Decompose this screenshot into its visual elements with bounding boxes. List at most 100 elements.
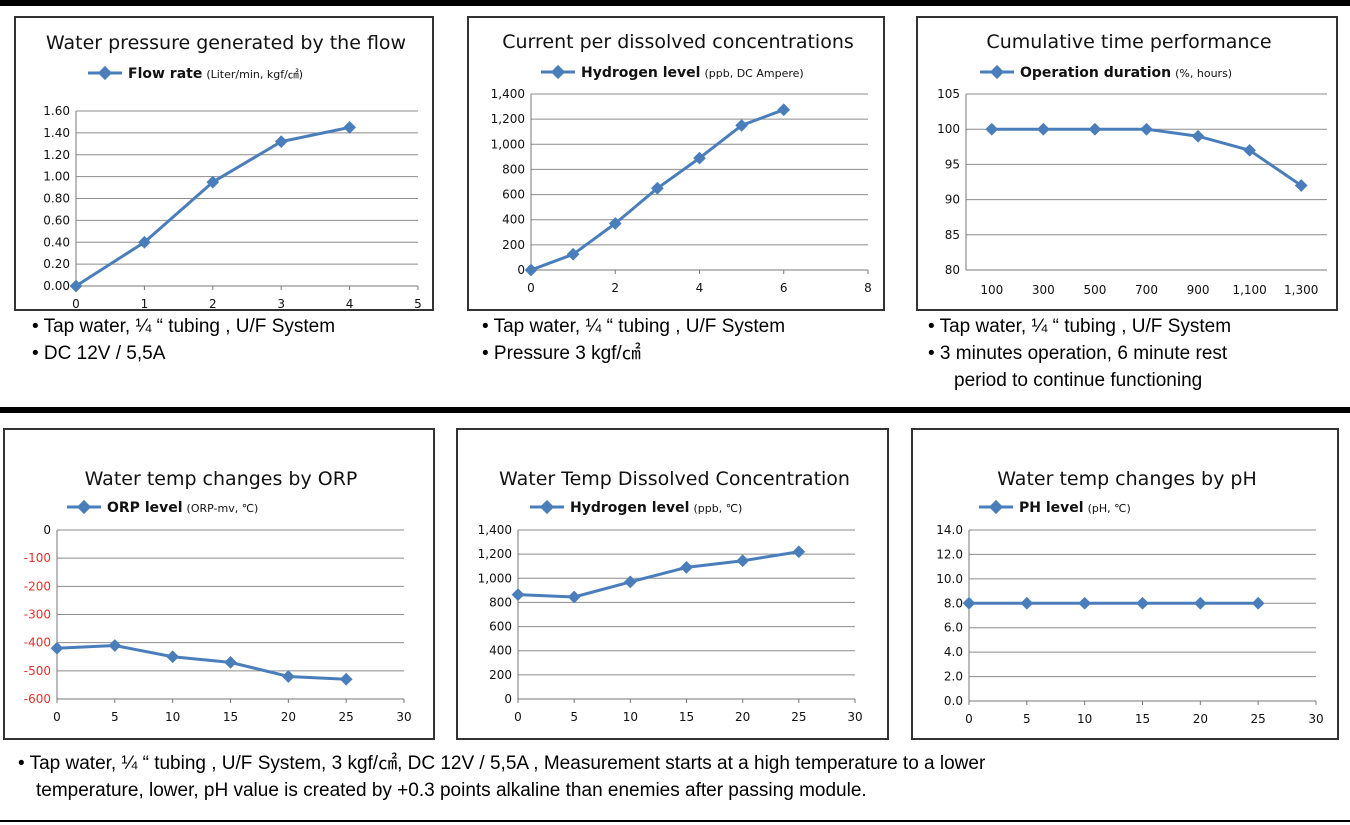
- x-tick-label: 8: [864, 281, 872, 295]
- y-tick-label: 90: [945, 193, 960, 207]
- y-tick-label: -300: [24, 608, 51, 622]
- y-tick-label: 400: [489, 644, 512, 658]
- x-tick-label: 10: [165, 710, 180, 724]
- data-point: [1140, 122, 1153, 136]
- y-tick-label: 600: [502, 188, 525, 202]
- y-tick-label: 1,000: [478, 571, 512, 585]
- y-tick-label: 80: [945, 263, 960, 277]
- legend-label: PH level: [1019, 500, 1084, 516]
- y-tick-label: -200: [24, 579, 51, 593]
- ph-chart: Water temp changes by pH PH level (pH, ℃) 0…: [936, 468, 1323, 726]
- note-line: • Pressure 3 kgf/㎠: [482, 343, 641, 364]
- orp-chart: Water temp changes by ORP ORP level (ORP-m…: [24, 468, 412, 724]
- data-point: [680, 561, 693, 574]
- y-tick-label: 400: [502, 213, 525, 227]
- note-line: • Tap water, ¼ “ tubing , U/F System, 3 …: [18, 753, 986, 774]
- middle-rule: [0, 407, 1350, 413]
- x-tick-label: 20: [281, 710, 296, 724]
- y-tick-label: 0.80: [43, 192, 70, 206]
- y-tick-label: 1,200: [491, 112, 525, 126]
- y-tick-label: -400: [24, 636, 51, 650]
- operation-duration-chart: Cumulative time performance Operation dur…: [937, 31, 1327, 297]
- x-tick-label: 4: [696, 281, 704, 295]
- legend-marker: [550, 64, 566, 80]
- series-line: [75, 125, 350, 288]
- legend-units: (Liter/min, kgf/㎠): [206, 68, 303, 81]
- x-tick-label: 20: [1193, 712, 1208, 726]
- y-tick-label: 6.0: [944, 621, 963, 635]
- chart-title: Cumulative time performance: [986, 31, 1271, 53]
- data-point: [1243, 143, 1257, 157]
- y-tick-label: 85: [945, 228, 960, 242]
- y-tick-label: 100: [937, 122, 960, 136]
- x-tick-label: 0: [53, 710, 61, 724]
- data-point: [166, 650, 180, 664]
- data-point: [224, 656, 237, 669]
- legend-marker: [989, 64, 1005, 80]
- legend-units: (%, hours): [1175, 67, 1232, 80]
- note-cumulative: • Tap water, ¼ “ tubing , U/F System • 3…: [928, 313, 1231, 394]
- legend-label: Hydrogen level: [570, 500, 689, 516]
- data-point: [339, 672, 353, 686]
- note-line: period to continue functioning: [954, 370, 1203, 391]
- data-point: [1294, 179, 1308, 192]
- x-tick-label: 25: [1251, 712, 1266, 726]
- y-tick-label: 800: [502, 162, 525, 176]
- x-tick-label: 15: [1135, 712, 1150, 726]
- note-line: • Tap water, ¼ “ tubing , U/F System: [32, 316, 336, 337]
- y-tick-label: 1,400: [478, 523, 512, 537]
- y-tick-label: 600: [489, 620, 512, 634]
- data-point: [736, 554, 750, 568]
- data-point: [50, 641, 64, 655]
- data-point: [962, 596, 976, 610]
- chart-panel-current: Current per dissolved concentrations Hydr…: [467, 16, 885, 311]
- data-point: [69, 279, 83, 293]
- legend-units: (pH, ℃): [1088, 502, 1131, 515]
- x-tick-label: 0: [72, 297, 80, 311]
- y-tick-label: 0.0: [944, 694, 963, 708]
- x-tick-label: 1: [141, 297, 149, 311]
- y-tick-label: 1,000: [491, 137, 525, 151]
- x-tick-label: 1,100: [1232, 283, 1266, 297]
- y-tick-label: 2.0: [944, 670, 963, 684]
- x-tick-label: 500: [1083, 283, 1106, 297]
- data-point: [1251, 596, 1265, 610]
- y-tick-label: 1.20: [43, 148, 70, 162]
- data-point: [1193, 596, 1207, 610]
- legend-marker: [76, 499, 92, 515]
- x-tick-label: 900: [1187, 283, 1210, 297]
- data-point: [792, 545, 806, 559]
- x-tick-label: 3: [277, 297, 285, 311]
- note-flow: • Tap water, ¼ “ tubing , U/F System • D…: [32, 313, 335, 367]
- y-tick-label: 1,200: [478, 547, 512, 561]
- y-tick-label: 10.0: [936, 572, 963, 586]
- legend-marker: [539, 499, 555, 515]
- y-tick-label: -600: [24, 692, 51, 706]
- data-point: [108, 639, 122, 652]
- data-point: [1088, 122, 1102, 136]
- x-tick-label: 5: [414, 297, 422, 311]
- y-tick-label: 0: [504, 692, 512, 706]
- flow-rate-chart: Water pressure generated by the flow Flow…: [43, 32, 422, 311]
- data-point: [1036, 122, 1050, 136]
- series-line: [517, 550, 800, 599]
- y-tick-label: 14.0: [936, 523, 963, 537]
- legend-label: Operation duration: [1020, 65, 1171, 81]
- x-tick-label: 0: [527, 281, 535, 295]
- hydrogen-current-chart: Current per dissolved concentrations Hydr…: [491, 31, 872, 295]
- y-tick-label: 0.20: [43, 257, 70, 271]
- legend-units: (ORP-mv, ℃): [187, 502, 259, 515]
- y-tick-label: 95: [945, 157, 960, 171]
- y-tick-label: 8.0: [944, 596, 963, 610]
- y-tick-label: 1.40: [43, 126, 70, 140]
- y-tick-label: 200: [502, 238, 525, 252]
- x-tick-label: 5: [111, 710, 119, 724]
- y-tick-label: 0: [517, 263, 525, 277]
- data-point: [281, 670, 295, 683]
- x-tick-label: 25: [791, 710, 806, 724]
- legend-label: Hydrogen level: [581, 65, 700, 81]
- chart-panel-hydrogen-temp: Water Temp Dissolved Concentration Hydrog…: [456, 428, 889, 740]
- x-tick-label: 30: [396, 710, 411, 724]
- x-tick-label: 5: [570, 710, 578, 724]
- legend-units: (ppb, DC Ampere): [704, 67, 803, 80]
